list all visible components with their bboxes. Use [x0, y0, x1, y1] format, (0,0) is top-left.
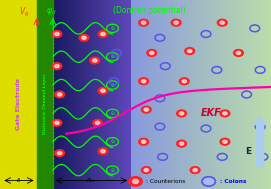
Circle shape	[139, 19, 149, 26]
Circle shape	[236, 51, 241, 54]
Circle shape	[95, 121, 100, 124]
Circle shape	[52, 31, 62, 37]
Text: Dielectric Channel Layer: Dielectric Channel Layer	[43, 74, 47, 134]
Circle shape	[57, 152, 62, 155]
Circle shape	[55, 33, 59, 36]
Circle shape	[101, 89, 105, 92]
Text: $\delta$: $\delta$	[16, 177, 21, 184]
Circle shape	[223, 140, 227, 143]
Text: $\psi_d$: $\psi_d$	[46, 6, 57, 17]
Circle shape	[98, 31, 108, 37]
Circle shape	[144, 108, 149, 111]
Circle shape	[182, 80, 186, 83]
Circle shape	[139, 78, 149, 85]
Text: EKF: EKF	[201, 108, 222, 118]
Circle shape	[98, 148, 108, 155]
Circle shape	[55, 91, 64, 98]
Circle shape	[177, 140, 186, 147]
Text: (Donnan potential): (Donnan potential)	[113, 6, 185, 15]
Circle shape	[144, 169, 149, 172]
Circle shape	[129, 177, 142, 186]
Circle shape	[133, 179, 138, 184]
Circle shape	[174, 21, 178, 24]
Circle shape	[93, 59, 97, 62]
Circle shape	[90, 57, 100, 64]
Text: ⊖: ⊖	[110, 139, 115, 144]
Circle shape	[171, 19, 181, 26]
Text: : Coions: : Coions	[220, 179, 246, 184]
Circle shape	[190, 167, 200, 174]
Circle shape	[193, 169, 197, 172]
FancyArrow shape	[254, 117, 266, 166]
Circle shape	[55, 121, 59, 124]
Circle shape	[57, 93, 62, 96]
Circle shape	[55, 65, 59, 68]
Circle shape	[141, 140, 146, 143]
Circle shape	[234, 50, 243, 56]
Circle shape	[204, 178, 214, 185]
Bar	[37, 0, 53, 189]
Circle shape	[179, 142, 184, 145]
Circle shape	[150, 51, 154, 54]
Circle shape	[147, 50, 157, 56]
Circle shape	[177, 110, 186, 117]
Circle shape	[82, 36, 86, 39]
Circle shape	[141, 21, 146, 24]
Text: Gate Electrode: Gate Electrode	[16, 78, 21, 130]
Circle shape	[52, 119, 62, 126]
Circle shape	[179, 78, 189, 85]
Circle shape	[55, 150, 64, 156]
Text: ⊖: ⊖	[110, 54, 115, 59]
Circle shape	[141, 80, 146, 83]
Circle shape	[93, 119, 102, 126]
Text: $V_g$: $V_g$	[19, 6, 30, 19]
Circle shape	[141, 167, 151, 174]
Circle shape	[139, 138, 149, 145]
Circle shape	[179, 112, 184, 115]
Circle shape	[220, 110, 230, 117]
Bar	[0, 0, 37, 189]
Circle shape	[185, 48, 195, 54]
Text: : Counterions: : Counterions	[146, 179, 186, 184]
Text: E: E	[245, 147, 251, 156]
Circle shape	[101, 33, 105, 36]
Text: ⊖: ⊖	[110, 111, 115, 116]
Circle shape	[98, 87, 108, 94]
Circle shape	[217, 19, 227, 26]
Circle shape	[220, 21, 224, 24]
Circle shape	[101, 150, 105, 153]
Circle shape	[52, 63, 62, 70]
Text: ⊖: ⊖	[110, 83, 115, 88]
Circle shape	[220, 138, 230, 145]
Circle shape	[188, 50, 192, 53]
Text: ⊖: ⊖	[110, 168, 115, 173]
Circle shape	[141, 106, 151, 113]
Text: ⊖: ⊖	[110, 26, 115, 31]
Circle shape	[79, 34, 89, 41]
Circle shape	[223, 112, 227, 115]
Text: $R_m$: $R_m$	[86, 176, 97, 185]
